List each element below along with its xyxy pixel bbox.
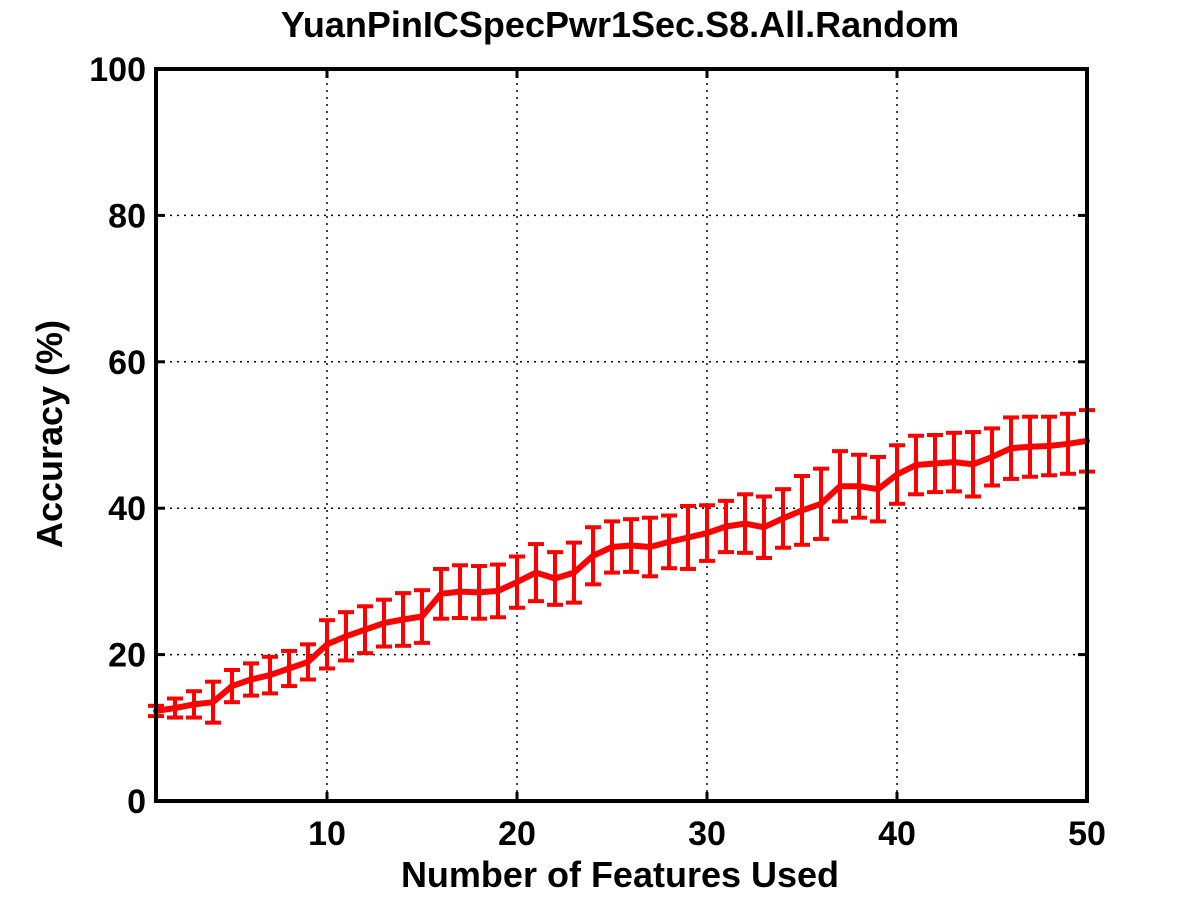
y-axis-label: Accuracy (%) (29, 320, 70, 548)
x-tick-label: 30 (688, 815, 726, 853)
x-tick-label: 10 (308, 815, 346, 853)
grid-lines (156, 69, 1087, 801)
y-tick-label: 60 (108, 344, 146, 382)
x-tick-label: 20 (498, 815, 536, 853)
x-tick-label: 50 (1068, 815, 1106, 853)
y-tick-label: 40 (108, 490, 146, 528)
series-line (153, 437, 1090, 714)
axis-ticks: 10 20 30 40 50 0 20 40 60 80 100 (89, 51, 1106, 853)
data-series (148, 408, 1095, 725)
y-tick-label: 80 (108, 197, 146, 235)
chart-title: YuanPinICSpecPwr1Sec.S8.All.Random (281, 4, 959, 45)
y-tick-label: 0 (127, 783, 146, 821)
x-axis-label: Number of Features Used (401, 854, 839, 895)
y-tick-label: 20 (108, 637, 146, 675)
x-tick-label: 40 (878, 815, 916, 853)
plot-area-frame (154, 67, 1089, 803)
y-tick-label: 100 (89, 51, 146, 89)
